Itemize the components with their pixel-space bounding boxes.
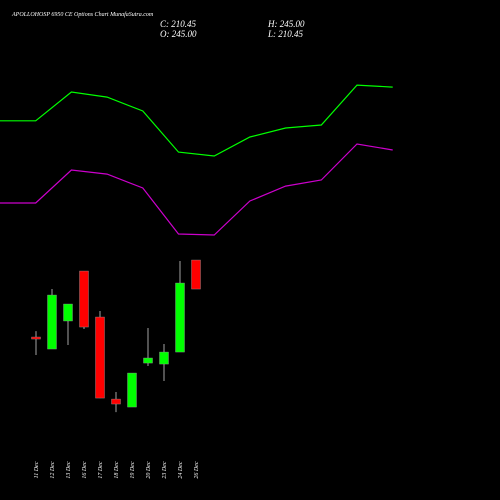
candle-body	[95, 316, 105, 399]
readout-close: C: 210.45	[160, 19, 197, 29]
x-tick-label: 26 Dec	[194, 461, 200, 478]
x-tick-label: 13 Dec	[66, 461, 72, 478]
x-tick-label: 11 Dec	[34, 461, 40, 478]
candle-body	[175, 282, 185, 353]
candle-body	[63, 303, 73, 322]
readout-open: O: 245.00	[160, 29, 197, 39]
readout-low: L: 210.45	[267, 29, 304, 39]
band-line	[0, 143, 393, 236]
x-tick-label: 16 Dec	[82, 461, 88, 478]
candle-body	[143, 357, 153, 364]
x-tick-label: 12 Dec	[50, 461, 56, 478]
candle-body	[31, 336, 41, 340]
candle-body	[191, 259, 201, 290]
x-tick-label: 19 Dec	[130, 461, 136, 478]
x-tick-label: 20 Dec	[146, 461, 152, 478]
x-tick-label: 17 Dec	[98, 461, 104, 478]
candle-body	[127, 372, 137, 408]
band-line	[0, 84, 393, 157]
candle-body	[47, 294, 57, 350]
chart-title: APOLLOHOSP 6950 CE Options Chart MunafaS…	[11, 11, 154, 18]
candle-body	[159, 351, 169, 365]
readout-high: H: 245.00	[267, 19, 305, 29]
x-tick-label: 23 Dec	[162, 461, 168, 478]
x-tick-label: 24 Dec	[177, 461, 184, 478]
x-tick-label: 18 Dec	[114, 461, 120, 478]
candle-body	[79, 270, 89, 328]
candle-body	[111, 398, 121, 405]
